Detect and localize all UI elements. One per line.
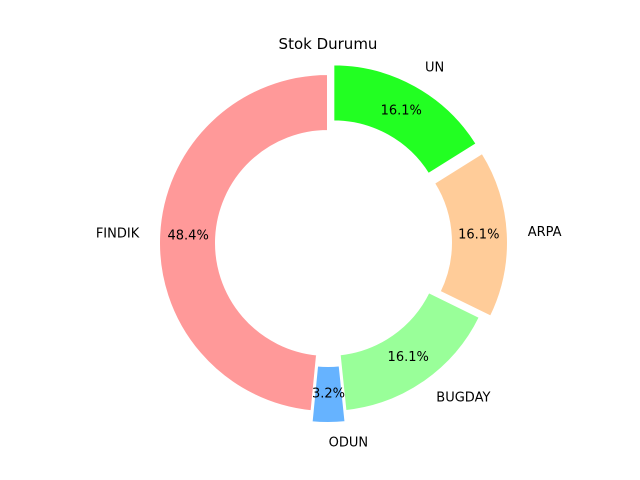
- pct-label-odun: 3.2%: [312, 386, 345, 401]
- category-label-odun: ODUN: [329, 435, 368, 450]
- label-layer: 16.1% UN 16.1% ARPA 16.1% BUGDAY 3.2% ODUN 48.4%…: [96, 61, 562, 451]
- wedge-odun: [310, 364, 347, 424]
- chart-title: Stok Durumu: [279, 35, 378, 53]
- category-label-findik: FINDIK: [96, 226, 140, 241]
- category-label-un: UN: [425, 61, 444, 76]
- category-label-bugday: BUGDAY: [436, 390, 490, 405]
- pct-label-findik: 48.4%: [168, 229, 209, 244]
- category-label-arpa: ARPA: [528, 225, 562, 240]
- wedge-bugday: [338, 290, 482, 413]
- wedge-layer: [158, 63, 509, 424]
- pct-label-un: 16.1%: [381, 103, 422, 118]
- pct-label-bugday: 16.1%: [388, 350, 429, 365]
- wedge-arpa: [432, 151, 509, 318]
- wedge-un: [332, 63, 479, 176]
- pct-label-arpa: 16.1%: [458, 228, 499, 243]
- wedge-findik: [158, 72, 329, 413]
